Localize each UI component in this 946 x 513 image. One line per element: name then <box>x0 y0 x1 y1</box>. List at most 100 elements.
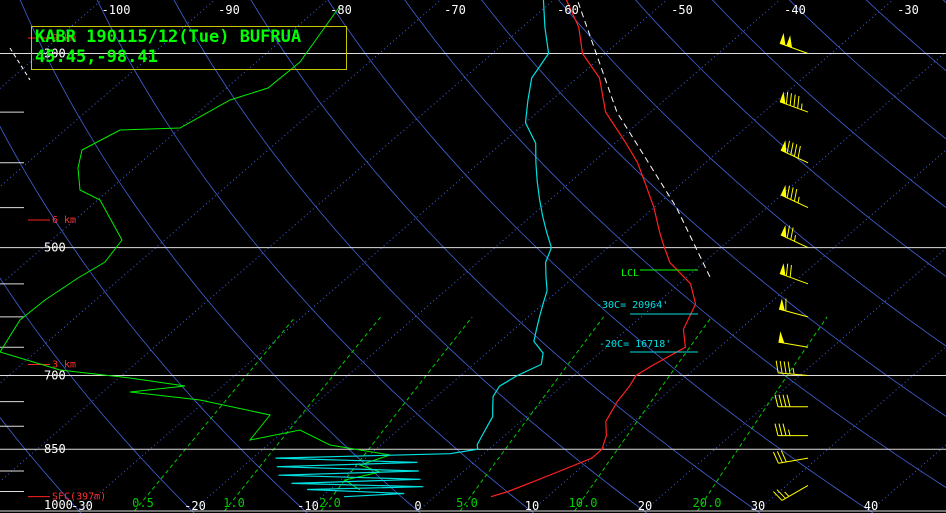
profiles-layer <box>0 0 711 498</box>
height-label: 3 km <box>52 359 76 370</box>
pressure-label: 500 <box>44 241 66 255</box>
barb-feather <box>785 91 789 105</box>
dry-adiabat <box>0 277 195 513</box>
pressure-label: 1000 <box>44 498 73 512</box>
barb-feather <box>786 225 790 238</box>
barb-feather <box>797 95 800 109</box>
annotation-m30c: -30C= 20964' <box>596 300 668 311</box>
wind-barb <box>775 360 809 376</box>
mixing-ratio-label: 20.0 <box>693 496 722 510</box>
bottom-temp-label: -10 <box>297 499 319 513</box>
barb-feather <box>782 423 787 436</box>
barb-feather <box>785 263 789 277</box>
barb-staff <box>778 341 809 348</box>
bottom-temp-label: 0 <box>414 499 421 513</box>
wind-barbs-layer <box>772 32 809 501</box>
wind-barb <box>772 450 809 464</box>
barb-feather <box>772 451 779 464</box>
pressure-label: 700 <box>44 368 66 382</box>
barb-feather <box>790 227 794 240</box>
wind-barb <box>774 394 808 408</box>
barb-feather <box>789 264 792 278</box>
barb-half-feather <box>800 103 803 110</box>
barb-pennant <box>786 35 793 48</box>
dry-adiabat <box>558 0 946 347</box>
barb-feather <box>779 360 783 374</box>
barb-staff <box>778 308 809 318</box>
height-label: 9 km <box>52 33 76 44</box>
barb-feather <box>783 361 787 374</box>
barb-feather <box>778 423 783 436</box>
dry-adiabat <box>173 0 648 513</box>
dewpoint-profile <box>275 0 553 498</box>
top-temp-label: -80 <box>330 3 352 17</box>
parcel-path <box>576 0 711 278</box>
top-temp-label: -90 <box>218 3 240 17</box>
wind-speed-profile <box>0 5 341 353</box>
barb-half-feather <box>784 491 790 497</box>
barb-half-feather <box>792 368 795 375</box>
barb-pennant <box>779 298 785 311</box>
station-title: KABR 190115/12(Tue) BUFRUA <box>35 27 302 47</box>
barb-staff <box>781 485 809 501</box>
mixing-ratio-line <box>224 316 382 512</box>
barb-feather <box>776 489 786 499</box>
bottom-temp-label: -20 <box>184 499 206 513</box>
barb-feather <box>774 394 779 407</box>
dry-adiabat <box>404 0 946 488</box>
barb-half-feather <box>793 235 797 242</box>
bottom-temp-label: 20 <box>638 499 652 513</box>
wind-barb <box>773 485 809 501</box>
barb-pennant <box>779 263 786 276</box>
barb-feather <box>793 144 798 157</box>
barb-pennant <box>779 32 786 46</box>
barb-pennant <box>780 224 787 238</box>
station-coordinates: 45.45,-98.41 <box>35 47 158 67</box>
dry-adiabat <box>327 0 874 513</box>
top-temp-label: -60 <box>557 3 579 17</box>
barb-feather <box>793 94 796 107</box>
mixing-ratio-line <box>574 316 713 512</box>
barb-feather <box>782 394 787 407</box>
temperature-profile <box>490 0 697 498</box>
wind-barb <box>779 91 809 113</box>
bottom-temp-label: 30 <box>751 499 765 513</box>
dry-adiabat <box>0 125 308 513</box>
barb-feather <box>773 491 783 501</box>
mixing-ratio-line <box>459 316 604 512</box>
pressure-label: 850 <box>44 442 66 456</box>
wind-barb <box>780 140 809 164</box>
mixing-ratio-line <box>320 316 473 512</box>
mixing-ratio-label: 10.0 <box>569 496 598 510</box>
height-label: 6 km <box>52 215 76 226</box>
barb-half-feather <box>797 196 800 204</box>
top-temp-label: -40 <box>784 3 806 17</box>
barb-pennant <box>779 91 786 104</box>
top-temp-label: -100 <box>102 3 131 17</box>
top-temp-label: -50 <box>671 3 693 17</box>
mixing-ratio-label: 0.5 <box>132 496 154 510</box>
barb-staff <box>778 372 809 376</box>
barb-feather <box>793 188 798 202</box>
mixing-ratio-label: 5.0 <box>456 496 478 510</box>
wind-barb <box>780 184 809 209</box>
bottom-temp-label: 10 <box>525 499 539 513</box>
barb-feather <box>786 185 790 198</box>
top-temp-label: -30 <box>897 3 919 17</box>
mixing-ratio-label: 2.0 <box>319 496 341 510</box>
dry-adiabat <box>0 417 82 513</box>
pressure-label: 300 <box>44 46 66 60</box>
barb-feather <box>789 93 792 106</box>
barb-feather <box>790 142 794 155</box>
barb-feather <box>790 187 794 200</box>
annotation-m20c: -20C= 16718' <box>599 339 671 350</box>
reference-dashed-line <box>9 47 31 81</box>
barb-feather <box>778 394 783 407</box>
dry-adiabat <box>96 0 535 513</box>
barb-half-feather <box>788 429 791 436</box>
barb-pennant <box>780 140 787 153</box>
wind-barb <box>778 298 809 318</box>
